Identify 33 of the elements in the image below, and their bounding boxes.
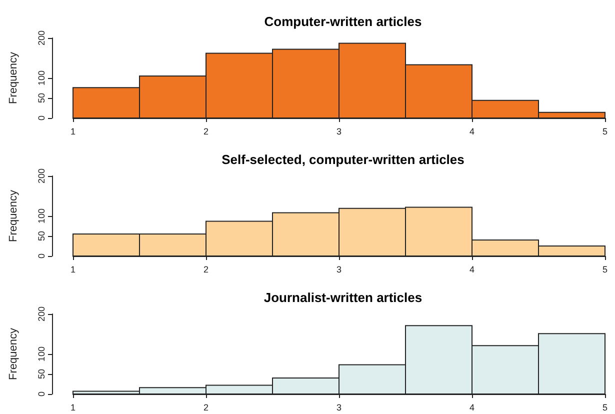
x-tick-label: 5 xyxy=(602,264,608,274)
y-axis-title: Frequency xyxy=(8,328,20,380)
y-tick-label: 200 xyxy=(36,30,46,46)
x-tick-label: 3 xyxy=(336,126,342,136)
y-tick-label: 100 xyxy=(36,208,46,224)
y-tick-label: 50 xyxy=(36,230,46,242)
x-tick-label: 1 xyxy=(70,264,76,274)
x-tick-label: 2 xyxy=(203,126,209,136)
y-tick-label: 0 xyxy=(36,115,46,121)
chart-title: Self-selected, computer-written articles xyxy=(222,152,464,167)
y-tick-label: 50 xyxy=(36,92,46,104)
x-tick-label: 1 xyxy=(70,402,76,412)
x-tick-label: 1 xyxy=(70,126,76,136)
y-tick-label: 100 xyxy=(36,346,46,362)
x-tick-label: 4 xyxy=(469,402,475,412)
y-tick-label: 0 xyxy=(36,253,46,259)
chart-title: Journalist-written articles xyxy=(264,290,422,305)
x-tick-label: 2 xyxy=(203,402,209,412)
x-tick-label: 3 xyxy=(336,264,342,274)
y-tick-label: 200 xyxy=(36,306,46,322)
y-axis-title: Frequency xyxy=(8,190,20,242)
y-tick-label: 100 xyxy=(36,70,46,86)
y-tick-label: 200 xyxy=(36,168,46,184)
y-tick-label: 50 xyxy=(36,368,46,380)
chart-title: Computer-written articles xyxy=(264,14,422,29)
y-axis-title: Frequency xyxy=(8,52,20,104)
x-tick-label: 5 xyxy=(602,126,608,136)
x-tick-label: 2 xyxy=(203,264,209,274)
x-tick-label: 5 xyxy=(602,402,608,412)
x-tick-label: 3 xyxy=(336,402,342,412)
y-tick-label: 0 xyxy=(36,391,46,397)
x-tick-label: 4 xyxy=(469,126,475,136)
x-tick-label: 4 xyxy=(469,264,475,274)
